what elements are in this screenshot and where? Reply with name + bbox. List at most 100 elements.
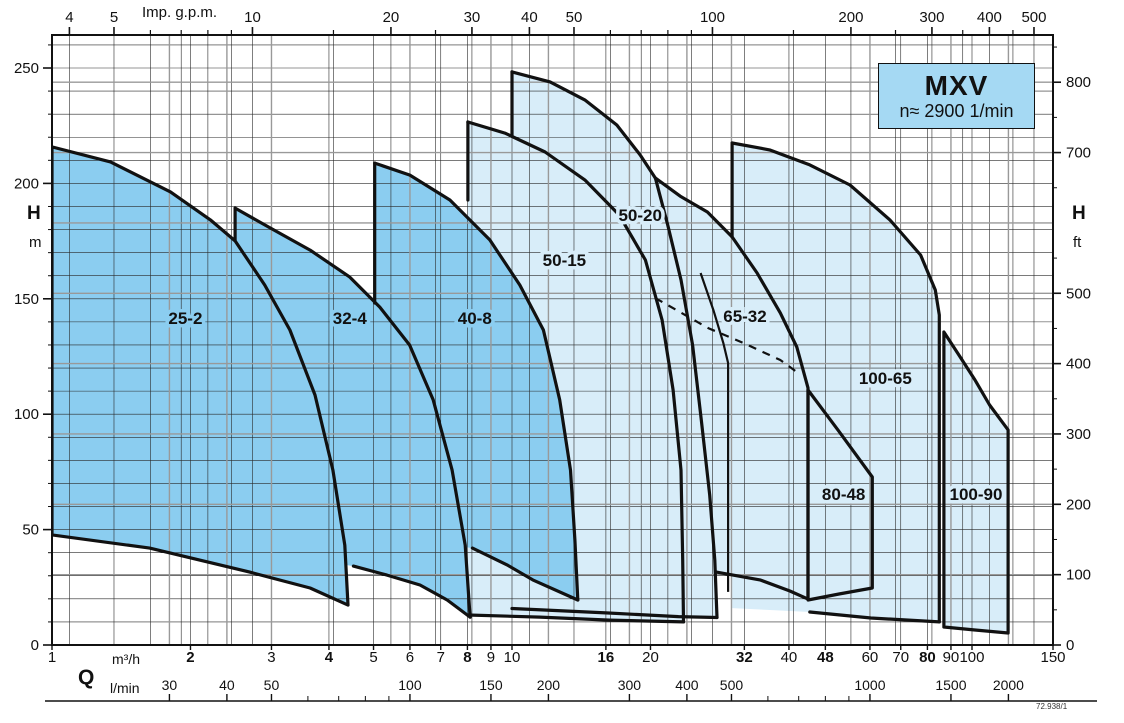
tick-label: 250 xyxy=(14,60,39,77)
tick-label: 7 xyxy=(437,649,445,666)
tick-label: 400 xyxy=(1066,356,1091,373)
top-axis-unit-label: Imp. g.p.m. xyxy=(142,4,218,21)
envelope-25-2-fill xyxy=(52,146,348,606)
envelope-25-2-outline xyxy=(52,145,350,607)
envelope-80-48-fill xyxy=(808,390,873,600)
bottom-axis-unit-lmin: l/min xyxy=(110,680,140,696)
envelope-100-65-outline xyxy=(808,610,941,624)
envelope-32-4-outline xyxy=(233,206,472,619)
envelope-40-8-outline xyxy=(470,546,580,602)
tick-label: 700 xyxy=(1066,145,1091,162)
envelope-100-90-label: 100-90 xyxy=(949,485,1002,504)
tick-label: 2 xyxy=(186,649,194,666)
tick-label: 300 xyxy=(1066,426,1091,443)
tick-label: 800 xyxy=(1066,74,1091,91)
envelope-65-32-outline xyxy=(714,570,810,601)
envelope-100-90-fill xyxy=(943,332,1009,633)
tick-label: 20 xyxy=(642,649,659,666)
tick-label: 100 xyxy=(14,406,39,423)
tick-label: 70 xyxy=(892,649,909,666)
tick-label: 500 xyxy=(1066,285,1091,302)
tick-label: 40 xyxy=(781,649,798,666)
pump-series-name: MXV xyxy=(924,69,989,101)
axes: 4 5 10 20 30 40 50 100 200 300 400 5000501001502002… xyxy=(14,9,1097,702)
tick-label: 5 xyxy=(369,649,377,666)
tick-label: 10 xyxy=(504,649,521,666)
tick-label: 4 xyxy=(325,649,334,666)
document-code: 72.938/1 xyxy=(1036,702,1068,711)
tick-label: 48 xyxy=(817,649,834,666)
tick-label: 150 xyxy=(14,291,39,308)
tick-label: 30 xyxy=(464,9,481,26)
bottom-axis-unit-m3h: m³/h xyxy=(112,651,140,667)
tick-label: 300 xyxy=(919,9,944,26)
left-axis-unit: m xyxy=(29,234,42,251)
tick-label: 5 xyxy=(110,9,118,26)
envelope-65-32-outline xyxy=(653,176,810,601)
tick-label: 100 xyxy=(1066,567,1091,584)
tick-label: 4 xyxy=(65,9,73,26)
divider-line-solid xyxy=(699,272,730,592)
tick-label: 60 xyxy=(862,649,879,666)
tick-label: 0 xyxy=(31,637,39,654)
tick-label: 90 xyxy=(943,649,960,666)
tick-label: 30 xyxy=(162,677,178,693)
tick-label: 500 xyxy=(1021,9,1046,26)
tick-label: 50 xyxy=(22,522,39,539)
right-axis-unit: ft xyxy=(1073,234,1082,251)
tick-label: 6 xyxy=(406,649,414,666)
tick-label: 400 xyxy=(675,677,699,693)
tick-label: 2000 xyxy=(993,677,1024,693)
envelope-100-90-outline xyxy=(942,330,1010,635)
tick-label: 200 xyxy=(537,677,561,693)
envelope-32-4-label: 32-4 xyxy=(333,309,368,328)
envelope-labels: 100-90 100-65 80-48 65-32 50-20 50-15 40-8 32-4… xyxy=(165,203,1006,508)
tick-label: 200 xyxy=(838,9,863,26)
envelope-80-48-label: 80-48 xyxy=(822,485,865,504)
series-title-box: MXV n≈ 2900 1/min xyxy=(878,63,1035,129)
envelope-40-8-outline xyxy=(373,161,580,602)
tick-label: 8 xyxy=(463,649,471,666)
tick-label: 50 xyxy=(566,9,583,26)
envelope-50-15-outline xyxy=(466,120,686,624)
tick-label: 100 xyxy=(700,9,725,26)
tick-label: 1500 xyxy=(935,677,966,693)
tick-label: 400 xyxy=(977,9,1002,26)
envelope-50-20-outline xyxy=(510,70,719,620)
tick-label: 150 xyxy=(1040,649,1065,666)
tick-label: 40 xyxy=(521,9,538,26)
envelope-32-4-outline xyxy=(351,564,472,619)
envelope-fills xyxy=(52,71,1009,633)
tick-label: 0 xyxy=(1066,637,1074,654)
pump-speed: n≈ 2900 1/min xyxy=(899,100,1014,121)
envelope-100-65-outline xyxy=(730,141,941,624)
tick-label: 40 xyxy=(219,677,235,693)
tick-label: 150 xyxy=(479,677,503,693)
envelope-50-20-outline xyxy=(510,606,719,620)
bottom-axis-label: Q xyxy=(78,666,95,689)
tick-label: 3 xyxy=(267,649,275,666)
tick-label: 200 xyxy=(14,175,39,192)
tick-label: 10 xyxy=(244,9,261,26)
left-axis-label: H xyxy=(27,203,41,224)
tick-label: 80 xyxy=(919,649,936,666)
tick-label: 16 xyxy=(598,649,615,666)
envelope-outlines xyxy=(52,70,1010,635)
envelope-100-65-label: 100-65 xyxy=(859,369,912,388)
tick-label: 100 xyxy=(959,649,984,666)
tick-label: 9 xyxy=(487,649,495,666)
tick-label: 100 xyxy=(398,677,422,693)
tick-label: 1000 xyxy=(854,677,885,693)
tick-label: 20 xyxy=(383,9,400,26)
tick-label: 1 xyxy=(48,649,56,666)
tick-label: 200 xyxy=(1066,496,1091,513)
tick-label: 32 xyxy=(736,649,753,666)
envelope-50-15-label: 50-15 xyxy=(543,251,586,270)
envelope-25-2-label: 25-2 xyxy=(168,309,202,328)
envelope-50-20-label: 50-20 xyxy=(618,206,661,225)
tick-label: 300 xyxy=(618,677,642,693)
envelope-40-8-label: 40-8 xyxy=(458,309,492,328)
envelope-50-15-outline xyxy=(466,613,686,624)
